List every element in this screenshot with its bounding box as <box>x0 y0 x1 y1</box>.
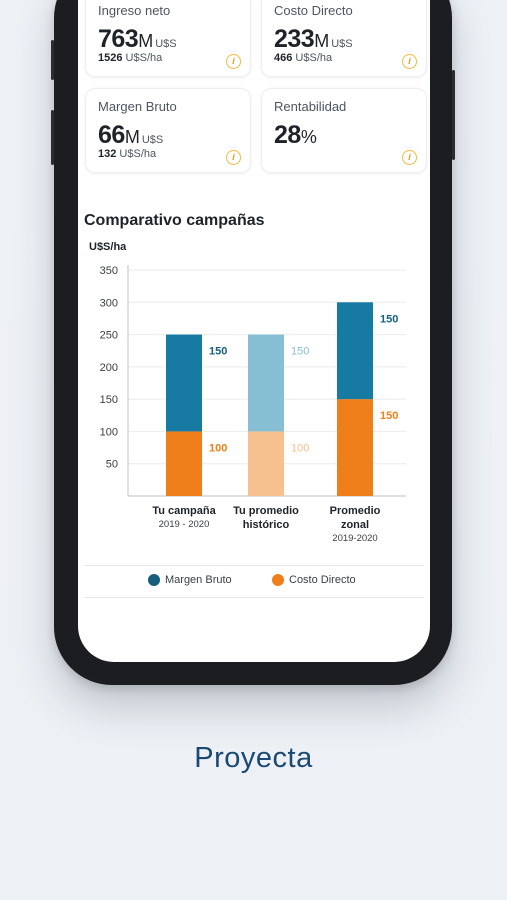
data-label: 150 <box>291 346 309 358</box>
x-tick-sublabel: 2019-2020 <box>332 533 377 544</box>
card-rentabilidad[interactable]: Rentabilidad 28% i <box>261 88 427 173</box>
info-icon[interactable]: i <box>402 54 417 69</box>
x-tick-label: Promedio <box>330 505 381 517</box>
card-subvalue: 466 U$S/ha <box>274 52 333 64</box>
x-tick-label: histórico <box>243 519 290 531</box>
legend-swatch <box>148 574 160 586</box>
bar-margen-bruto <box>166 334 202 432</box>
volume-down-button <box>51 110 54 165</box>
info-icon[interactable]: i <box>402 150 417 165</box>
card-ingreso-neto[interactable]: Ingreso neto 763M U$S 1526 U$S/ha i <box>85 0 251 77</box>
info-icon[interactable]: i <box>226 54 241 69</box>
bar-margen-bruto <box>248 334 284 432</box>
card-subvalue: 1526 U$S/ha <box>98 52 163 64</box>
data-label: 150 <box>380 313 398 325</box>
card-value: 66M U$S <box>98 121 164 149</box>
data-label: 150 <box>209 346 227 358</box>
legend-swatch <box>272 574 284 586</box>
card-label: Rentabilidad <box>274 99 347 114</box>
power-button <box>452 70 455 160</box>
volume-up-button <box>51 40 54 80</box>
chart-legend: Margen Bruto Costo Directo <box>84 565 424 598</box>
x-tick-label: Tu promedio <box>233 505 299 517</box>
bar-costo-directo <box>166 431 202 496</box>
card-label: Costo Directo <box>274 3 353 18</box>
card-subvalue: 132 U$S/ha <box>98 148 157 160</box>
card-value: 763M U$S <box>98 25 177 53</box>
data-label: 100 <box>291 442 309 454</box>
bar-margen-bruto <box>337 302 373 400</box>
legend-label: Costo Directo <box>289 574 356 586</box>
legend-label: Margen Bruto <box>165 574 232 586</box>
legend-item-margen-bruto: Margen Bruto <box>148 574 232 586</box>
y-tick-label: 150 <box>100 394 118 406</box>
card-value: 28% <box>274 121 317 149</box>
y-tick-label: 100 <box>100 426 118 438</box>
x-tick-label: zonal <box>341 519 369 531</box>
legend-item-costo-directo: Costo Directo <box>272 574 356 586</box>
card-value: 233M U$S <box>274 25 353 53</box>
x-tick-label: Tu campaña <box>152 505 216 517</box>
phone-screen: Ingreso neto 763M U$S 1526 U$S/ha i Costo… <box>78 0 430 662</box>
y-tick-label: 250 <box>100 330 118 342</box>
x-tick-sublabel: 2019 - 2020 <box>159 519 210 530</box>
info-icon[interactable]: i <box>226 150 241 165</box>
section-title: Comparativo campañas <box>84 212 265 229</box>
card-label: Margen Bruto <box>98 99 177 114</box>
y-tick-label: 200 <box>100 362 118 374</box>
data-label: 150 <box>380 410 398 422</box>
y-axis-label: U$S/ha <box>89 241 127 253</box>
y-tick-label: 300 <box>100 297 118 309</box>
footer-title: Proyecta <box>194 742 313 774</box>
card-label: Ingreso neto <box>98 3 171 18</box>
bar-costo-directo <box>248 431 284 496</box>
data-label: 100 <box>209 442 227 454</box>
card-costo-directo[interactable]: Costo Directo 233M U$S 466 U$S/ha i <box>261 0 427 77</box>
y-tick-label: 50 <box>106 459 118 471</box>
bar-costo-directo <box>337 399 373 496</box>
card-margen-bruto[interactable]: Margen Bruto 66M U$S 132 U$S/ha i <box>85 88 251 173</box>
y-tick-label: 350 <box>100 265 118 277</box>
stacked-bar-chart: U$S/ha 50 100 150 200 250 300 350 100 150 Tu campa… <box>89 241 406 544</box>
